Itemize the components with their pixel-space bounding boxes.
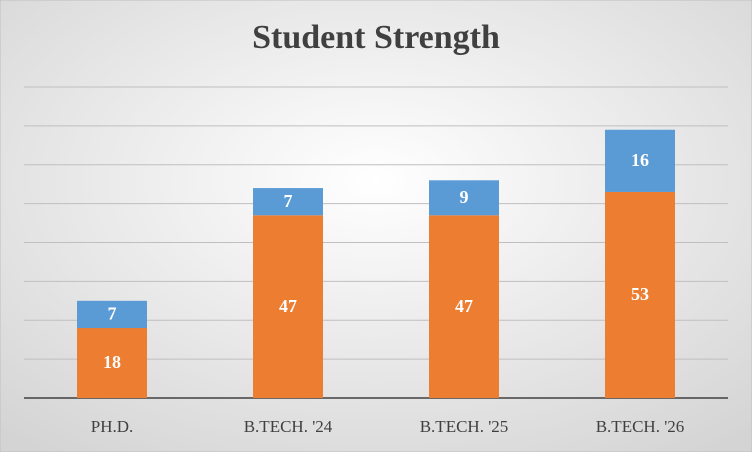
bar-segment <box>253 188 323 216</box>
data-label: 18 <box>103 352 121 372</box>
data-label: 7 <box>284 191 293 211</box>
x-tick-label: B.TECH. '26 <box>596 417 685 436</box>
bar-segment <box>77 300 147 329</box>
data-label: 16 <box>631 150 649 170</box>
data-label: 53 <box>631 284 649 304</box>
data-label: 7 <box>108 304 117 324</box>
x-tick-label: B.TECH. '25 <box>420 417 509 436</box>
bar-segment <box>605 191 675 398</box>
bar-segment <box>605 129 675 192</box>
data-label: 9 <box>460 187 469 207</box>
bar-segment <box>253 215 323 398</box>
bar-segment <box>77 328 147 398</box>
x-tick-label: B.TECH. '24 <box>244 417 333 436</box>
bar-segment <box>429 180 499 216</box>
bar-segment <box>429 215 499 398</box>
data-label: 47 <box>279 296 297 316</box>
x-tick-label: PH.D. <box>91 417 134 436</box>
data-label: 47 <box>455 296 473 316</box>
chart-title: Student Strength <box>252 19 500 56</box>
